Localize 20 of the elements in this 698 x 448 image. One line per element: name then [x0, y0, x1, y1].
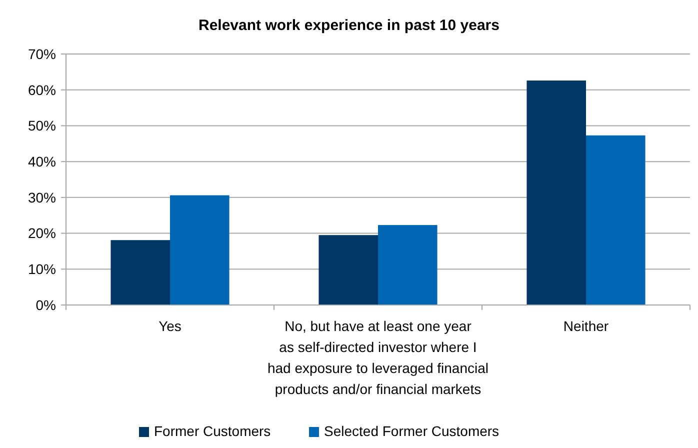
chart-title: Relevant work experience in past 10 years — [198, 17, 500, 34]
x-tick-label: No, but have at least one year as self-directed investor where I had exposure to leveraged financial products and/or financial markets — [267, 318, 489, 397]
bar — [318, 235, 378, 305]
y-tick-label: 10% — [28, 261, 56, 278]
y-tick-label: 50% — [28, 118, 56, 134]
x-tick-label: Neither — [563, 318, 609, 334]
bar — [110, 240, 170, 305]
y-tick-label: 20% — [28, 225, 56, 242]
y-tick-label: 0% — [36, 296, 56, 313]
bar — [170, 195, 230, 305]
legend-label: Selected Former Customers — [324, 423, 500, 439]
bar — [586, 135, 646, 305]
legend-label: Former Customers — [154, 423, 271, 439]
x-tick-label: Yes — [158, 318, 182, 334]
bar — [378, 225, 438, 305]
y-tick-label: 40% — [28, 153, 56, 170]
y-tick-label: 70% — [28, 46, 56, 62]
bar — [526, 80, 586, 305]
y-tick-label: 60% — [28, 82, 56, 98]
y-tick-label: 30% — [28, 189, 56, 206]
